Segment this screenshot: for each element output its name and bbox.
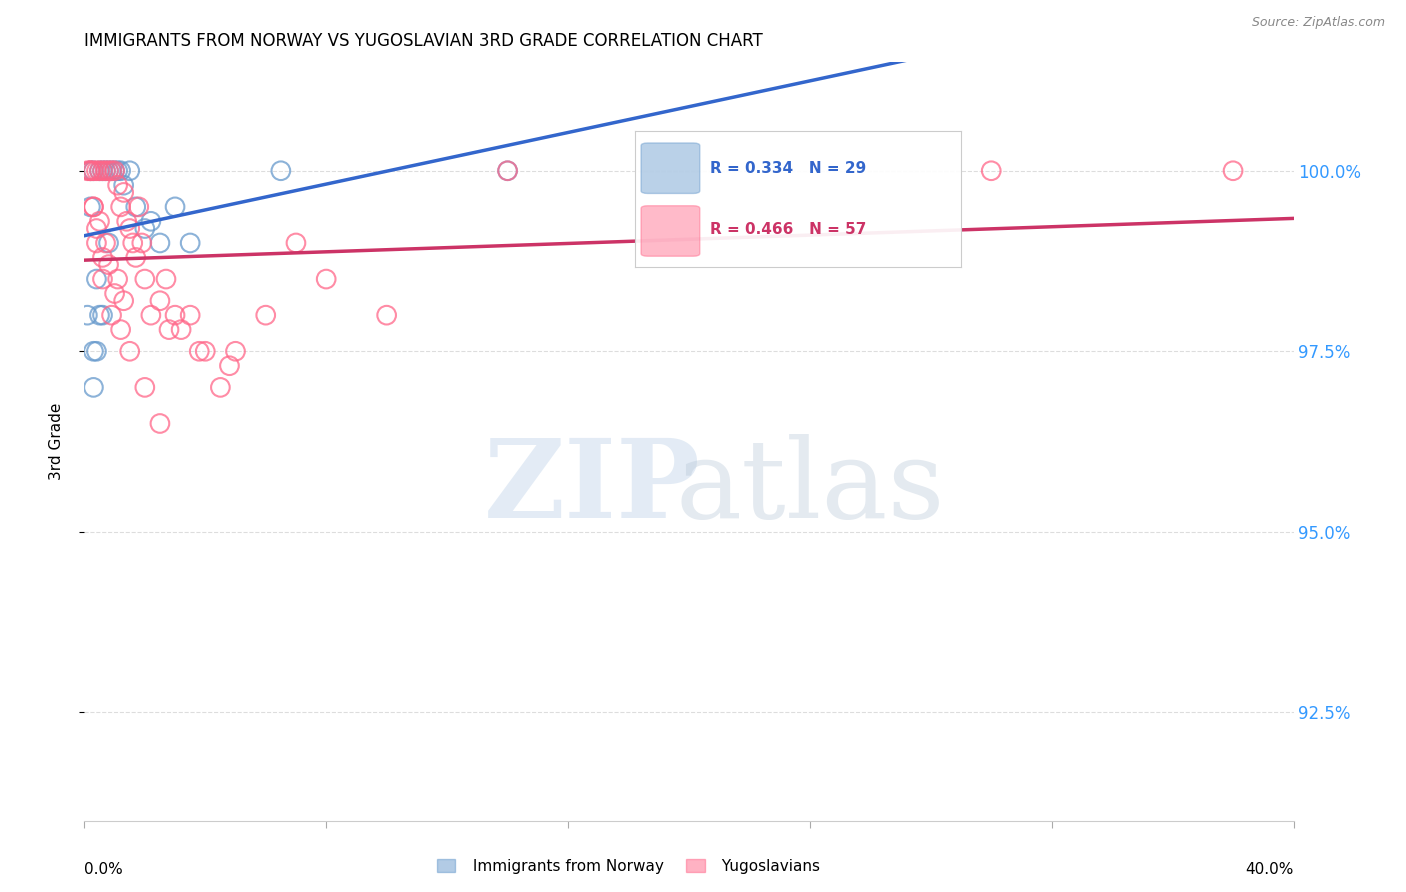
Point <box>170 323 193 337</box>
Point <box>157 323 180 337</box>
Point <box>1222 163 1244 178</box>
Point <box>225 344 247 359</box>
Point <box>79 163 101 178</box>
Point <box>79 200 101 214</box>
Point <box>76 163 98 178</box>
Point <box>315 272 337 286</box>
Point <box>134 380 156 394</box>
Point <box>97 258 120 272</box>
Text: atlas: atlas <box>675 434 945 541</box>
Point <box>94 163 117 178</box>
Point <box>76 308 98 322</box>
Point <box>82 380 104 394</box>
Point <box>112 293 135 308</box>
Point <box>118 163 141 178</box>
Legend:  Immigrants from Norway,  Yugoslavians: Immigrants from Norway, Yugoslavians <box>429 851 828 881</box>
Point <box>179 308 201 322</box>
Point <box>134 272 156 286</box>
Point <box>82 344 104 359</box>
Point <box>79 163 101 178</box>
Point <box>82 163 104 178</box>
Point <box>496 163 519 178</box>
Point <box>94 235 117 250</box>
Point <box>107 272 129 286</box>
Point <box>131 235 153 250</box>
Point <box>496 163 519 178</box>
Text: ZIP: ZIP <box>484 434 700 541</box>
Point <box>118 344 141 359</box>
Point <box>91 251 114 265</box>
Point <box>107 178 129 193</box>
Point <box>179 235 201 250</box>
Point <box>218 359 240 373</box>
Point <box>270 163 292 178</box>
Point <box>79 163 101 178</box>
Point <box>89 214 111 228</box>
Point <box>149 235 172 250</box>
Point <box>980 163 1002 178</box>
Point <box>97 163 120 178</box>
Text: 0.0%: 0.0% <box>84 863 124 878</box>
Point <box>91 272 114 286</box>
Point <box>139 308 162 322</box>
Point <box>139 214 162 228</box>
Point <box>149 293 172 308</box>
Point <box>104 163 127 178</box>
Point <box>104 163 127 178</box>
Point <box>118 221 141 235</box>
Point <box>97 163 120 178</box>
Point <box>149 417 172 431</box>
Point <box>86 235 108 250</box>
Point <box>82 200 104 214</box>
Point <box>110 163 132 178</box>
Point <box>112 186 135 200</box>
Text: IMMIGRANTS FROM NORWAY VS YUGOSLAVIAN 3RD GRADE CORRELATION CHART: IMMIGRANTS FROM NORWAY VS YUGOSLAVIAN 3R… <box>84 32 763 50</box>
Point <box>125 200 148 214</box>
Point <box>209 380 232 394</box>
Point <box>121 235 143 250</box>
Point <box>128 200 150 214</box>
Point <box>285 235 308 250</box>
Point <box>82 200 104 214</box>
Point <box>104 286 127 301</box>
Point <box>89 163 111 178</box>
Point <box>82 163 104 178</box>
Point <box>115 214 138 228</box>
Point <box>91 308 114 322</box>
Point <box>188 344 211 359</box>
Point <box>194 344 217 359</box>
Point <box>155 272 177 286</box>
Point <box>86 272 108 286</box>
Point <box>110 323 132 337</box>
Text: 40.0%: 40.0% <box>1246 863 1294 878</box>
Point <box>94 163 117 178</box>
Point <box>91 163 114 178</box>
Point <box>107 163 129 178</box>
Point <box>100 163 122 178</box>
Point <box>97 235 120 250</box>
Point <box>165 200 187 214</box>
Point <box>89 163 111 178</box>
Point <box>110 200 132 214</box>
Point <box>125 251 148 265</box>
Point <box>91 163 114 178</box>
Point <box>100 308 122 322</box>
Point <box>254 308 277 322</box>
Point <box>89 308 111 322</box>
Text: Source: ZipAtlas.com: Source: ZipAtlas.com <box>1251 16 1385 29</box>
Point <box>375 308 398 322</box>
Y-axis label: 3rd Grade: 3rd Grade <box>49 403 63 480</box>
Point <box>134 221 156 235</box>
Point <box>86 221 108 235</box>
Point <box>100 163 122 178</box>
Point <box>112 178 135 193</box>
Point <box>86 163 108 178</box>
Point <box>165 308 187 322</box>
Point <box>86 344 108 359</box>
